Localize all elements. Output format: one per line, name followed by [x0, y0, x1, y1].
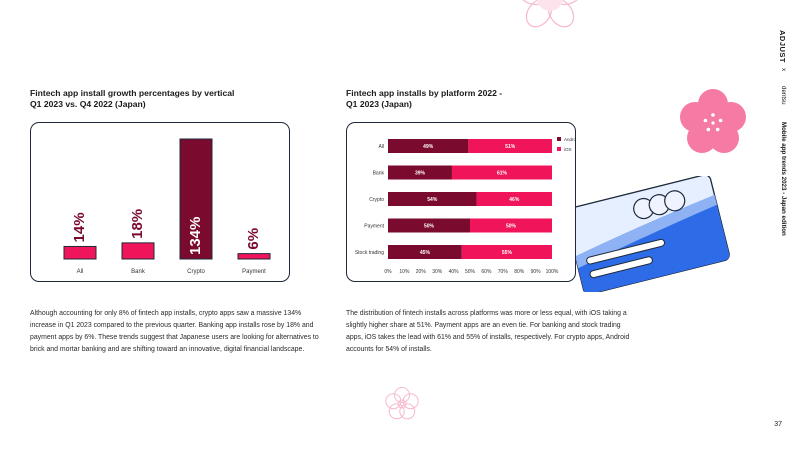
bar-all-android	[388, 139, 469, 153]
legend-label-android: Android	[564, 137, 575, 142]
bar-stock-trading-ios	[461, 245, 552, 259]
right-chart-title: Fintech app installs by platform 2022 - …	[346, 88, 502, 110]
left-title-line1: Fintech app install growth percentages b…	[30, 88, 235, 98]
x-tick-1: 10%	[399, 269, 410, 275]
value-label-stock-trading-android: 45%	[420, 250, 431, 256]
x-tick-6: 60%	[481, 269, 492, 275]
bar-label-payment: 6%	[245, 228, 262, 250]
bar-label-crypto: 134%	[187, 217, 204, 255]
x-tick-2: 20%	[416, 269, 427, 275]
brand-adjust: ADJUST	[778, 30, 787, 64]
x-tick-10: 100%	[546, 269, 559, 275]
bar-label-bank: 18%	[129, 209, 146, 239]
x-tick-8: 80%	[514, 269, 525, 275]
legend-label-ios: iOS	[564, 147, 572, 152]
bar-crypto	[179, 138, 213, 260]
row-label-payment: Payment	[364, 224, 384, 230]
left-chart-title: Fintech app install growth percentages b…	[30, 88, 234, 110]
value-label-payment-android: 50%	[424, 224, 435, 230]
value-label-bank-android: 39%	[415, 171, 426, 177]
legend-swatch-android	[557, 137, 561, 141]
right-chart-panel: All 49% 51% Bank 39% 61% Crypto 54% 46% Payment 50…	[346, 122, 580, 282]
bar-payment	[237, 253, 271, 260]
flower-decoration-bottom	[385, 387, 419, 420]
flower-decoration-top	[517, 0, 583, 28]
right-title-line1: Fintech app installs by platform 2022 -	[346, 88, 503, 98]
row-label-all: All	[378, 144, 384, 150]
value-label-all-ios: 51%	[505, 144, 516, 150]
growth-bar-chart: 14% All 18% Bank 134% Crypto 6% Payment	[63, 138, 271, 275]
left-title-line2: Q1 2023 vs. Q4 2022 (Japan)	[30, 99, 146, 109]
value-label-crypto-android: 54%	[427, 197, 438, 203]
x-tick-3: 30%	[432, 269, 443, 275]
x-tick-9: 90%	[531, 269, 542, 275]
platform-stacked-chart: All 49% 51% Bank 39% 61% Crypto 54% 46% Payment 50…	[355, 137, 580, 275]
row-label-bank: Bank	[373, 171, 385, 177]
page-number: 37	[774, 421, 782, 428]
category-label-bank: Bank	[131, 269, 146, 275]
bar-payment-ios	[470, 218, 552, 233]
flower-decoration-right	[680, 89, 746, 153]
bar-bank-ios	[451, 165, 552, 180]
value-label-bank-ios: 61%	[497, 171, 508, 177]
report-title: Mobile app trends 2023 - Japan edition	[780, 122, 787, 236]
category-label-all: All	[77, 269, 84, 275]
bar-all	[63, 245, 97, 260]
bar-stock-trading-android	[388, 245, 462, 259]
left-body-text: Although accounting for only 8% of finte…	[30, 310, 319, 353]
value-label-all-android: 49%	[423, 144, 434, 150]
value-label-stock-trading-ios: 55%	[502, 250, 513, 256]
left-chart-panel: 14% All 18% Bank 134% Crypto 6% Payment	[30, 122, 290, 282]
bar-crypto-ios	[476, 192, 552, 206]
right-body-text: The distribution of fintech installs acr…	[346, 310, 630, 353]
bar-bank	[121, 242, 155, 260]
row-label-stock-trading: Stock trading	[355, 250, 384, 256]
value-label-payment-ios: 50%	[506, 224, 517, 230]
right-title-line2: Q1 2023 (Japan)	[346, 99, 412, 109]
category-label-payment: Payment	[242, 269, 266, 275]
bar-bank-android	[388, 165, 452, 180]
x-tick-0: 0%	[384, 269, 392, 275]
x-tick-5: 50%	[465, 269, 476, 275]
brand-dentsu: dentsu	[780, 86, 787, 105]
legend-swatch-ios	[557, 147, 561, 151]
row-label-crypto: Crypto	[369, 197, 384, 203]
value-label-crypto-ios: 46%	[509, 197, 520, 203]
category-label-crypto: Crypto	[187, 269, 205, 275]
brand-x: x	[780, 68, 787, 72]
bar-all-ios	[468, 139, 552, 153]
x-tick-7: 70%	[498, 269, 509, 275]
bar-label-all: 14%	[71, 212, 88, 242]
x-tick-4: 40%	[449, 269, 460, 275]
credit-card-illustration	[564, 176, 730, 292]
bar-crypto-android	[388, 192, 477, 206]
bar-payment-android	[388, 218, 470, 233]
